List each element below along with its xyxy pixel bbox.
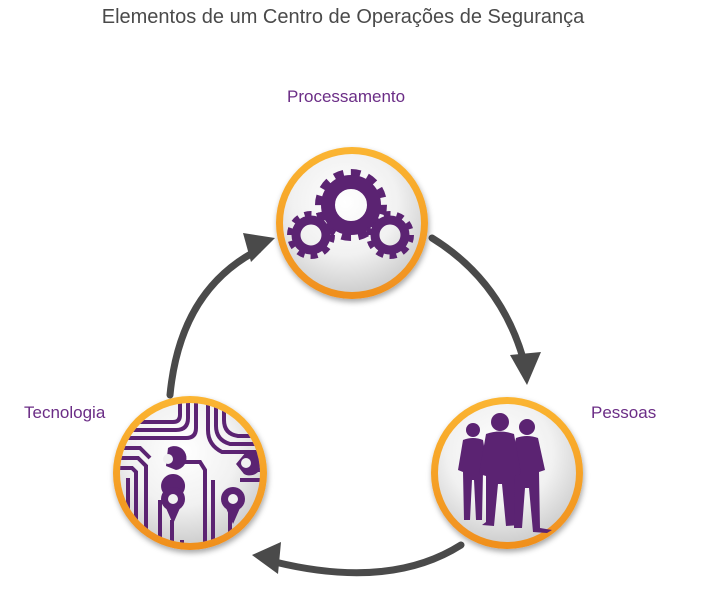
- gears-icon: [287, 169, 414, 259]
- node-label-pessoas: Pessoas: [591, 403, 657, 422]
- arrowhead-processamento: [243, 233, 275, 262]
- arrow-tecnologia-to-processamento: [166, 246, 262, 399]
- arrow-processamento-to-pessoas: [428, 234, 527, 362]
- arrow-pessoas-to-tecnologia: [271, 541, 465, 577]
- node-processamento: [276, 147, 428, 299]
- arrowhead-tecnologia: [252, 542, 281, 574]
- cycle-arrows: [166, 234, 527, 577]
- node-label-processamento: Processamento: [287, 87, 406, 106]
- node-label-tecnologia: Tecnologia: [24, 403, 106, 422]
- node-tecnologia: [113, 396, 267, 550]
- node-pessoas: [431, 397, 583, 549]
- arrowhead-pessoas: [510, 352, 541, 385]
- diagram-title: Elementos de um Centro de Operações de S…: [101, 6, 585, 28]
- people-silhouette-icon: [458, 413, 552, 533]
